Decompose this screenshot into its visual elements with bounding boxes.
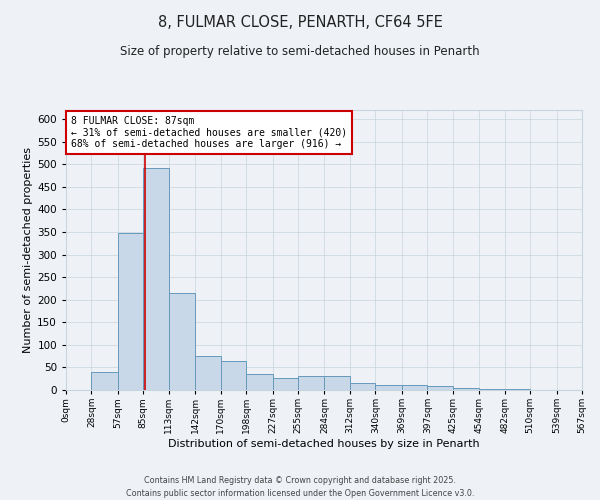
- Text: 8, FULMAR CLOSE, PENARTH, CF64 5FE: 8, FULMAR CLOSE, PENARTH, CF64 5FE: [158, 15, 442, 30]
- Bar: [325, 376, 350, 390]
- X-axis label: Distribution of semi-detached houses by size in Penarth: Distribution of semi-detached houses by …: [168, 439, 480, 449]
- Bar: [402, 386, 427, 390]
- Bar: [246, 374, 272, 390]
- Bar: [453, 388, 479, 390]
- Bar: [91, 372, 118, 390]
- Text: Contains HM Land Registry data © Crown copyright and database right 2025.
Contai: Contains HM Land Registry data © Crown c…: [126, 476, 474, 498]
- Bar: [118, 233, 143, 390]
- Bar: [350, 383, 376, 390]
- Bar: [143, 168, 169, 390]
- Y-axis label: Number of semi-detached properties: Number of semi-detached properties: [23, 147, 33, 353]
- Bar: [376, 386, 402, 390]
- Bar: [298, 376, 325, 390]
- Bar: [479, 388, 505, 390]
- Bar: [427, 386, 453, 390]
- Bar: [221, 360, 246, 390]
- Bar: [272, 378, 298, 390]
- Bar: [505, 389, 530, 390]
- Bar: [195, 356, 221, 390]
- Text: 8 FULMAR CLOSE: 87sqm
← 31% of semi-detached houses are smaller (420)
68% of sem: 8 FULMAR CLOSE: 87sqm ← 31% of semi-deta…: [71, 116, 347, 149]
- Bar: [169, 293, 195, 390]
- Text: Size of property relative to semi-detached houses in Penarth: Size of property relative to semi-detach…: [120, 45, 480, 58]
